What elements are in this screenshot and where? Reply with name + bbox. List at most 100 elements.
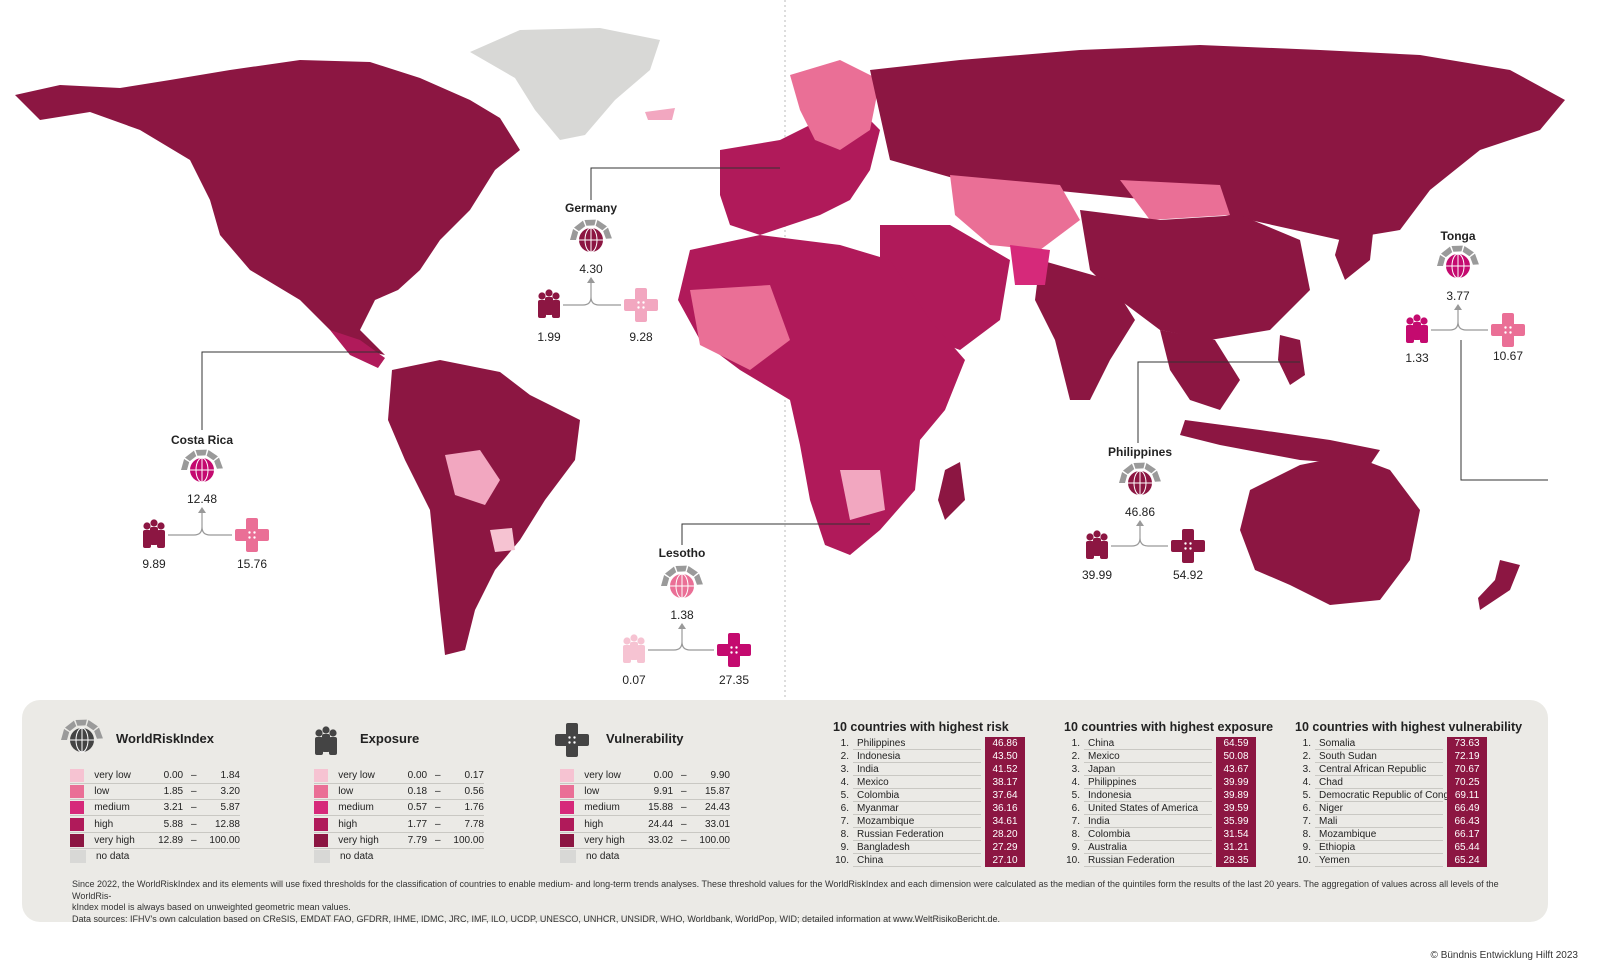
ranking-rank: 1. — [1071, 738, 1080, 749]
ranking-value: 31.21 — [1216, 841, 1256, 854]
ranking-rank: 8. — [1302, 829, 1311, 840]
ranking-rank: 1. — [1302, 738, 1311, 749]
philippines-index-icon — [1119, 462, 1161, 496]
exposure-tier-1: low 0.18– 0.56 — [314, 784, 484, 801]
germany-exposure-value: 1.99 — [537, 330, 561, 344]
region-uruguay — [490, 528, 515, 552]
ranking-country: Australia — [1088, 842, 1127, 853]
tier-high: 1.76 — [464, 802, 484, 814]
tier-label: no data — [586, 851, 620, 862]
tier-rule — [70, 799, 240, 801]
tier-label: very low — [584, 770, 621, 781]
region-japan — [1335, 200, 1375, 280]
tier-label: medium — [584, 802, 620, 814]
philippines-exposure-icon — [1086, 530, 1108, 559]
ranking-row: 1. China 64.59 — [1060, 737, 1256, 750]
ranking-country: Myanmar — [857, 803, 899, 814]
tonga-index-icon — [1437, 245, 1479, 279]
tier-rule — [560, 847, 730, 849]
ranking-value: 50.08 — [1216, 750, 1256, 763]
tier-rule — [70, 783, 240, 784]
tier-label: no data — [340, 851, 374, 862]
exposure-tier-3: high 1.77– 7.78 — [314, 817, 484, 833]
lesotho-arrow-icon — [678, 623, 686, 629]
philippines-arrow-icon — [1136, 520, 1144, 526]
vulnerability-legend-title: Vulnerability — [606, 731, 684, 746]
tier-rule — [560, 799, 730, 801]
tier-swatch — [70, 769, 85, 782]
ranking-row: 1. Philippines 46.86 — [829, 737, 1025, 750]
ranking-country: Indonesia — [857, 751, 901, 762]
tier-rule — [314, 815, 484, 817]
germany-index-icon — [570, 219, 612, 253]
ranking-row: 5. Indonesia 39.89 — [1060, 789, 1256, 802]
tier-rule — [560, 815, 730, 817]
ranking-country: Mexico — [857, 777, 889, 788]
tier-low: 33.02 — [648, 834, 674, 846]
tier-dash: – — [190, 786, 197, 798]
note-line-1: Since 2022, the WorldRiskIndex and its e… — [72, 879, 1499, 901]
tier-swatch — [560, 850, 576, 863]
germany-exposure-icon — [538, 289, 560, 318]
ranking-value: 31.54 — [1216, 828, 1256, 841]
people-icon — [315, 726, 337, 755]
ranking-value: 65.44 — [1447, 841, 1487, 854]
tier-swatch — [560, 833, 575, 847]
ranking-value: 39.99 — [1216, 776, 1256, 789]
tier-high: 7.78 — [464, 818, 484, 830]
ranking-row: 5. Colombia 37.64 — [829, 789, 1025, 802]
region-iceland — [645, 108, 675, 120]
ranking-rule — [1315, 853, 1443, 854]
ranking-country: China — [1088, 738, 1115, 749]
ranking-rank: 4. — [1071, 777, 1080, 788]
ranking-rank: 9. — [1071, 842, 1080, 853]
ranking-row: 9. Ethiopia 65.44 — [1291, 841, 1487, 854]
region-china — [1080, 210, 1310, 340]
tier-dash: – — [434, 770, 441, 781]
ranking-rank: 5. — [1071, 790, 1080, 801]
ranking-value: 39.59 — [1216, 802, 1256, 815]
tier-label: low — [584, 786, 600, 798]
ranking-rule — [853, 788, 981, 789]
region-madagascar — [938, 462, 965, 520]
vulnerability-tier-5: no data — [560, 849, 646, 864]
ranking-row: 10. Yemen 65.24 — [1291, 854, 1487, 867]
ranking-country: Chad — [1319, 777, 1343, 788]
tier-low: 0.00 — [163, 770, 184, 781]
ranking-country: Colombia — [1088, 829, 1131, 840]
globe-icon — [61, 719, 103, 753]
region-central-asia — [950, 175, 1080, 250]
tier-swatch — [70, 850, 86, 863]
tier-rule — [314, 847, 484, 849]
ranking-rule — [853, 853, 981, 854]
ranking-value: 66.43 — [1447, 815, 1487, 828]
ranking-value: 36.16 — [985, 802, 1025, 815]
vulnerability-tier-4: very high 33.02–100.00 — [560, 833, 730, 849]
ranking-rule — [1315, 866, 1443, 867]
ranking-rule — [1315, 775, 1443, 776]
region-indonesia — [1180, 420, 1380, 465]
germany-vulnerability-value: 9.28 — [629, 330, 653, 344]
tier-high: 9.90 — [710, 770, 730, 781]
region-new-zealand — [1478, 560, 1520, 610]
ranking-row: 7. Mozambique 34.61 — [829, 815, 1025, 828]
tier-low: 3.21 — [163, 802, 184, 814]
ranking-row: 3. India 41.52 — [829, 763, 1025, 776]
germany-name: Germany — [564, 201, 618, 215]
ranking-rank: 6. — [1071, 803, 1080, 814]
ranking-rank: 6. — [840, 803, 849, 814]
note-line-2: kIndex model is always based on unweight… — [72, 902, 351, 912]
ranking-value: 28.20 — [985, 828, 1025, 841]
lesotho-vulnerability-value: 27.35 — [718, 673, 750, 687]
tonga-vulnerability-value: 10.67 — [1492, 349, 1524, 363]
lesotho-exposure-icon — [623, 634, 645, 663]
tonga-arrow-icon — [1454, 304, 1462, 310]
ranking-row: 7. India 35.99 — [1060, 815, 1256, 828]
tier-dash: – — [680, 834, 687, 846]
costa-rica-vulnerability-value: 15.76 — [236, 557, 268, 571]
ranking-value: 72.19 — [1447, 750, 1487, 763]
worldriskindex-legend-title: WorldRiskIndex — [116, 731, 215, 746]
lesotho-connector — [648, 624, 714, 651]
tonga-vulnerability-icon — [1491, 313, 1525, 347]
region-australia — [1240, 455, 1420, 605]
